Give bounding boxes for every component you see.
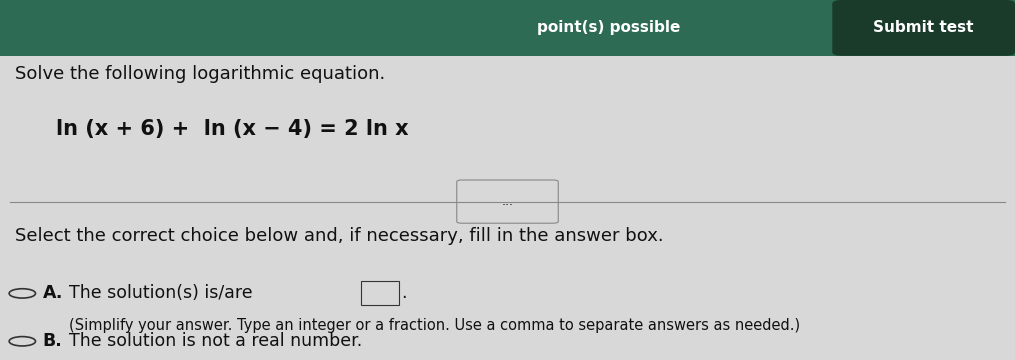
Text: ln (x + 6) +  ln (x − 4) = 2 ln x: ln (x + 6) + ln (x − 4) = 2 ln x	[56, 119, 408, 139]
FancyBboxPatch shape	[0, 0, 1015, 56]
Text: (Simplify your answer. Type an integer or a fraction. Use a comma to separate an: (Simplify your answer. Type an integer o…	[69, 318, 800, 333]
Text: The solution(s) is/are: The solution(s) is/are	[69, 284, 253, 302]
FancyBboxPatch shape	[361, 281, 399, 305]
Text: .: .	[401, 284, 406, 302]
Text: ...: ...	[501, 195, 514, 208]
FancyBboxPatch shape	[832, 0, 1015, 56]
FancyBboxPatch shape	[457, 180, 558, 223]
Text: Submit test: Submit test	[873, 21, 974, 35]
Text: point(s) possible: point(s) possible	[537, 21, 681, 35]
Text: Select the correct choice below and, if necessary, fill in the answer box.: Select the correct choice below and, if …	[15, 227, 664, 245]
Text: The solution is not a real number.: The solution is not a real number.	[69, 332, 362, 350]
Text: A.: A.	[43, 284, 63, 302]
Text: B.: B.	[43, 332, 62, 350]
Text: Solve the following logarithmic equation.: Solve the following logarithmic equation…	[15, 65, 386, 83]
FancyBboxPatch shape	[0, 56, 1015, 360]
